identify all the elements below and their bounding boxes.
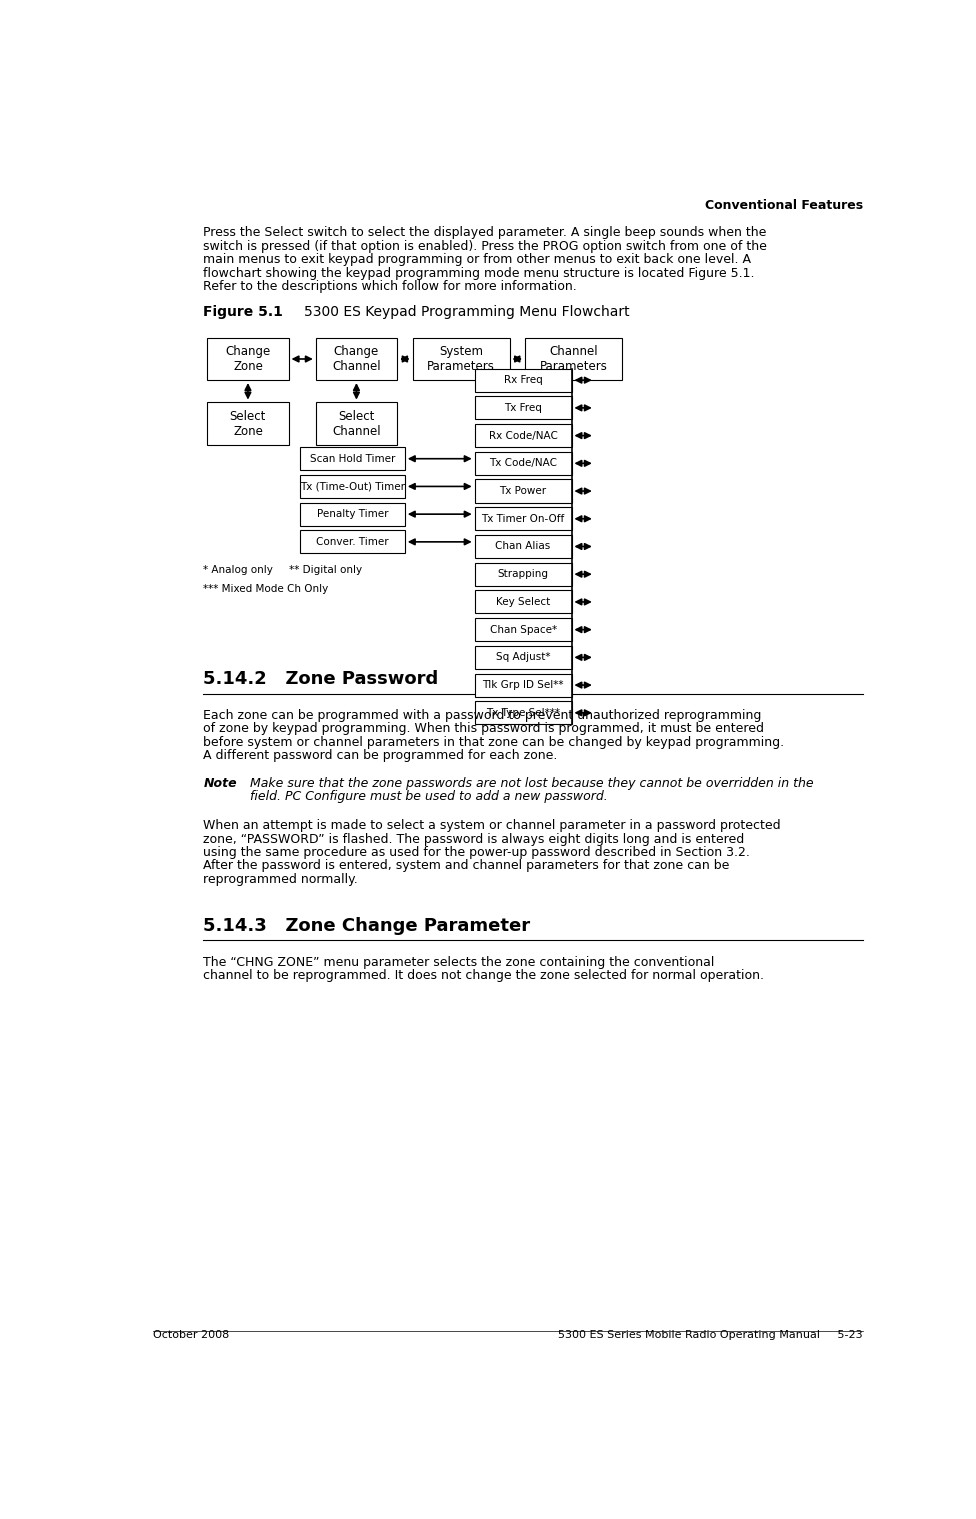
Text: Tx (Time-Out) Timer: Tx (Time-Out) Timer (300, 482, 405, 492)
Text: Change
Zone: Change Zone (225, 345, 270, 374)
Text: Figure 5.1: Figure 5.1 (203, 305, 283, 319)
FancyBboxPatch shape (474, 424, 572, 447)
FancyBboxPatch shape (474, 535, 572, 557)
Text: Key Select: Key Select (496, 597, 550, 608)
Text: Scan Hold Timer: Scan Hold Timer (309, 454, 395, 463)
Text: main menus to exit keypad programming or from other menus to exit back one level: main menus to exit keypad programming or… (203, 254, 752, 266)
Text: zone, “PASSWORD” is flashed. The password is always eight digits long and is ent: zone, “PASSWORD” is flashed. The passwor… (203, 832, 745, 846)
Text: Tlk Grp ID Sel**: Tlk Grp ID Sel** (482, 681, 564, 690)
Text: Note: Note (203, 776, 237, 790)
Text: Channel
Parameters: Channel Parameters (540, 345, 607, 374)
Text: Rx Freq: Rx Freq (504, 375, 543, 386)
Text: Make sure that the zone passwords are not lost because they cannot be overridden: Make sure that the zone passwords are no… (250, 776, 814, 790)
Text: October 2008: October 2008 (153, 1331, 229, 1340)
FancyBboxPatch shape (474, 396, 572, 419)
FancyBboxPatch shape (207, 337, 289, 380)
Text: Tx Type Sel***: Tx Type Sel*** (486, 708, 560, 718)
FancyBboxPatch shape (316, 403, 397, 445)
Text: 5300 ES Keypad Programming Menu Flowchart: 5300 ES Keypad Programming Menu Flowchar… (305, 305, 630, 319)
Text: Press the Select switch to select the displayed parameter. A single beep sounds : Press the Select switch to select the di… (203, 226, 767, 238)
FancyBboxPatch shape (474, 480, 572, 503)
Text: Tx Timer On-Off: Tx Timer On-Off (481, 513, 565, 524)
FancyBboxPatch shape (474, 673, 572, 697)
FancyBboxPatch shape (474, 591, 572, 614)
Text: Chan Space*: Chan Space* (490, 624, 556, 635)
FancyBboxPatch shape (413, 337, 509, 380)
Text: Refer to the descriptions which follow for more information.: Refer to the descriptions which follow f… (203, 279, 577, 293)
FancyBboxPatch shape (474, 562, 572, 586)
Text: Strapping: Strapping (498, 570, 549, 579)
FancyBboxPatch shape (316, 337, 397, 380)
Text: After the password is entered, system and channel parameters for that zone can b: After the password is entered, system an… (203, 860, 730, 872)
FancyBboxPatch shape (301, 447, 405, 471)
FancyBboxPatch shape (474, 702, 572, 725)
Text: Chan Alias: Chan Alias (496, 541, 550, 551)
Text: When an attempt is made to select a system or channel parameter in a password pr: When an attempt is made to select a syst… (203, 819, 781, 832)
Text: reprogrammed normally.: reprogrammed normally. (203, 873, 358, 886)
Text: Change
Channel: Change Channel (332, 345, 381, 374)
Text: field. PC Configure must be used to add a new password.: field. PC Configure must be used to add … (250, 790, 608, 804)
FancyBboxPatch shape (474, 451, 572, 475)
FancyBboxPatch shape (474, 507, 572, 530)
Text: The “CHNG ZONE” menu parameter selects the zone containing the conventional: The “CHNG ZONE” menu parameter selects t… (203, 955, 714, 969)
Text: using the same procedure as used for the power-up password described in Section : using the same procedure as used for the… (203, 846, 751, 860)
Text: *** Mixed Mode Ch Only: *** Mixed Mode Ch Only (203, 585, 329, 594)
Text: Tx Freq: Tx Freq (505, 403, 542, 413)
Text: System
Parameters: System Parameters (427, 345, 495, 374)
Text: Each zone can be programmed with a password to prevent unauthorized reprogrammin: Each zone can be programmed with a passw… (203, 709, 761, 722)
Text: Tx Code/NAC: Tx Code/NAC (489, 459, 557, 468)
Text: of zone by keypad programming. When this password is programmed, it must be ente: of zone by keypad programming. When this… (203, 723, 764, 735)
Text: 5.14.3   Zone Change Parameter: 5.14.3 Zone Change Parameter (203, 917, 531, 936)
Text: switch is pressed (if that option is enabled). Press the PROG option switch from: switch is pressed (if that option is ena… (203, 240, 767, 252)
FancyBboxPatch shape (474, 618, 572, 641)
Text: Select
Zone: Select Zone (229, 410, 266, 437)
FancyBboxPatch shape (474, 646, 572, 668)
Text: Rx Code/NAC: Rx Code/NAC (489, 430, 557, 441)
Text: Sq Adjust*: Sq Adjust* (496, 652, 550, 662)
Text: 5.14.2   Zone Password: 5.14.2 Zone Password (203, 670, 438, 688)
FancyBboxPatch shape (207, 403, 289, 445)
Text: Select
Channel: Select Channel (332, 410, 381, 437)
Text: before system or channel parameters in that zone can be changed by keypad progra: before system or channel parameters in t… (203, 735, 785, 749)
Text: channel to be reprogrammed. It does not change the zone selected for normal oper: channel to be reprogrammed. It does not … (203, 969, 764, 983)
FancyBboxPatch shape (301, 475, 405, 498)
Text: 5300 ES Series Mobile Radio Operating Manual     5-23: 5300 ES Series Mobile Radio Operating Ma… (558, 1331, 863, 1340)
Text: Conventional Features: Conventional Features (705, 199, 863, 213)
Text: Conver. Timer: Conver. Timer (316, 536, 388, 547)
FancyBboxPatch shape (525, 337, 622, 380)
Text: * Analog only     ** Digital only: * Analog only ** Digital only (203, 565, 362, 576)
Text: Penalty Timer: Penalty Timer (317, 509, 388, 519)
FancyBboxPatch shape (301, 503, 405, 526)
FancyBboxPatch shape (301, 530, 405, 553)
FancyBboxPatch shape (474, 369, 572, 392)
Text: A different password can be programmed for each zone.: A different password can be programmed f… (203, 749, 557, 763)
Text: flowchart showing the keypad programming mode menu structure is located Figure 5: flowchart showing the keypad programming… (203, 267, 754, 279)
Text: Tx Power: Tx Power (500, 486, 547, 497)
